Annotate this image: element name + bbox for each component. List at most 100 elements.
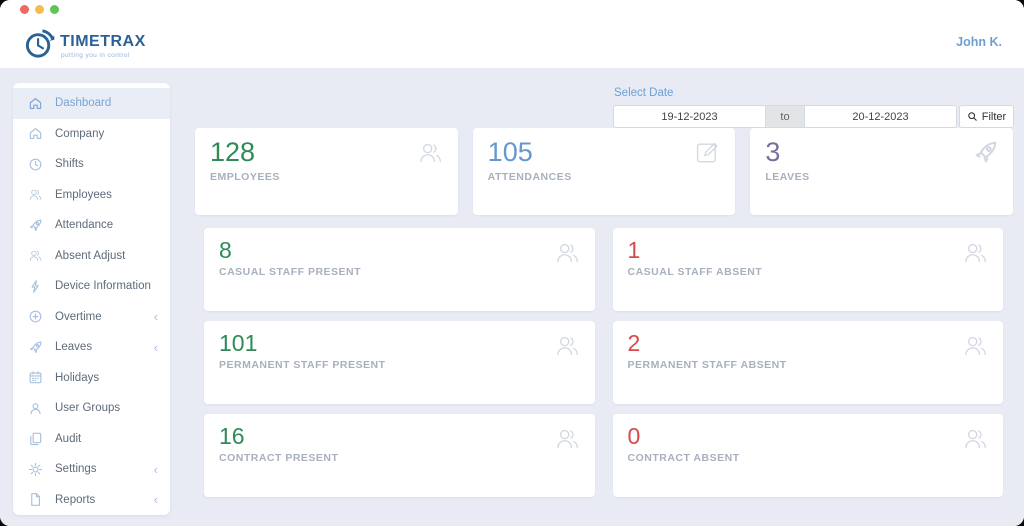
sidebar-item-shifts[interactable]: Shifts bbox=[13, 149, 170, 180]
sidebar-item-company[interactable]: Company bbox=[13, 119, 170, 150]
plus-circle-icon bbox=[28, 309, 43, 324]
permanent-present-count: 101 bbox=[219, 330, 258, 356]
sidebar-item-audit[interactable]: Audit bbox=[13, 424, 170, 455]
sidebar-item-overtime[interactable]: Overtime ‹ bbox=[13, 302, 170, 333]
employees-count: 128 bbox=[210, 137, 256, 167]
sidebar-item-settings[interactable]: Settings ‹ bbox=[13, 454, 170, 485]
sidebar-item-label: Dashboard bbox=[55, 97, 112, 110]
users-icon bbox=[417, 139, 444, 166]
users-icon bbox=[554, 239, 581, 266]
timetrax-logo: TIMETRAX putting you in control bbox=[23, 25, 146, 60]
leaves-count: 3 bbox=[765, 137, 781, 167]
chevron-left-icon: ‹ bbox=[153, 492, 158, 508]
sidebar-item-label: Employees bbox=[55, 188, 112, 201]
casual-staff-absent-card: 1 CASUAL STAFF ABSENT bbox=[612, 228, 1003, 311]
date-to-input[interactable] bbox=[805, 105, 957, 128]
card-label: CASUAL STAFF ABSENT bbox=[627, 266, 763, 279]
clock-logo-icon bbox=[25, 29, 55, 58]
date-from-input[interactable] bbox=[613, 105, 765, 128]
users-icon bbox=[962, 425, 989, 452]
sidebar-item-leaves[interactable]: Leaves ‹ bbox=[13, 332, 170, 363]
sidebar-item-label: Attendance bbox=[55, 219, 114, 232]
main-content: Dashboard Company Shifts Employees Atten… bbox=[0, 68, 1024, 526]
card-label: LEAVES bbox=[765, 171, 810, 184]
search-icon bbox=[967, 111, 978, 122]
sidebar-item-label: Leaves bbox=[55, 341, 93, 354]
sidebar-item-label: User Groups bbox=[55, 402, 121, 415]
users-icon bbox=[554, 332, 581, 359]
sidebar-item-reports[interactable]: Reports ‹ bbox=[13, 485, 170, 516]
sidebar-item-label: Device Information bbox=[55, 280, 151, 293]
card-label: PERMANENT STAFF ABSENT bbox=[627, 359, 787, 372]
filter-button[interactable]: Filter bbox=[959, 105, 1014, 128]
users-icon bbox=[554, 425, 581, 452]
bolt-icon bbox=[28, 279, 43, 294]
chevron-left-icon: ‹ bbox=[153, 309, 158, 325]
users-icon bbox=[28, 248, 43, 263]
window-minimize-button[interactable] bbox=[35, 5, 44, 14]
sidebar-nav: Dashboard Company Shifts Employees Atten… bbox=[13, 83, 170, 515]
filter-button-label: Filter bbox=[981, 110, 1007, 123]
card-label: EMPLOYEES bbox=[210, 171, 280, 184]
contract-absent-card: 0 CONTRACT ABSENT bbox=[612, 414, 1003, 497]
window-zoom-button[interactable] bbox=[50, 5, 59, 14]
sidebar-item-label: Absent Adjust bbox=[55, 249, 126, 262]
rocket-icon bbox=[28, 340, 43, 355]
sidebar-item-label: Settings bbox=[55, 463, 97, 476]
card-label: PERMANENT STAFF PRESENT bbox=[219, 359, 386, 372]
sidebar-item-label: Company bbox=[55, 127, 105, 140]
contract-present-card: 16 CONTRACT PRESENT bbox=[204, 414, 595, 497]
window-close-button[interactable] bbox=[20, 5, 29, 14]
users-icon bbox=[28, 187, 43, 202]
sidebar-item-attendance[interactable]: Attendance bbox=[13, 210, 170, 241]
sidebar-item-dashboard[interactable]: Dashboard bbox=[13, 88, 170, 119]
calendar-icon bbox=[28, 370, 43, 385]
card-label: ATTENDANCES bbox=[487, 171, 572, 184]
staff-cards-grid: 8 CASUAL STAFF PRESENT 1 CASUAL STAFF AB… bbox=[204, 228, 1003, 497]
app-header: TIMETRAX putting you in control John K. bbox=[0, 18, 1024, 68]
users-icon bbox=[962, 332, 989, 359]
user-menu[interactable]: John K. bbox=[956, 35, 1002, 49]
permanent-absent-count: 2 bbox=[627, 330, 641, 356]
sidebar-item-device-information[interactable]: Device Information bbox=[13, 271, 170, 302]
gear-icon bbox=[28, 462, 43, 477]
home-icon bbox=[28, 96, 43, 111]
attendances-count: 105 bbox=[487, 137, 533, 167]
chevron-left-icon: ‹ bbox=[153, 339, 158, 355]
permanent-staff-absent-card: 2 PERMANENT STAFF ABSENT bbox=[612, 321, 1003, 404]
brand-name: TIMETRAX bbox=[60, 33, 146, 50]
permanent-staff-present-card: 101 PERMANENT STAFF PRESENT bbox=[204, 321, 595, 404]
window-titlebar bbox=[0, 0, 1024, 18]
leaves-card: 3 LEAVES bbox=[750, 128, 1014, 215]
sidebar-item-label: Overtime bbox=[55, 310, 102, 323]
select-date-label: Select Date bbox=[614, 87, 674, 99]
date-filter-group: to Filter bbox=[613, 105, 1014, 128]
brand-tagline: putting you in control bbox=[61, 52, 130, 59]
contract-present-count: 16 bbox=[219, 423, 245, 449]
card-label: CONTRACT PRESENT bbox=[219, 452, 339, 465]
sidebar-item-label: Holidays bbox=[55, 371, 100, 384]
sidebar-item-user-groups[interactable]: User Groups bbox=[13, 393, 170, 424]
clock-icon bbox=[28, 157, 43, 172]
sidebar-item-holidays[interactable]: Holidays bbox=[13, 363, 170, 394]
card-label: CASUAL STAFF PRESENT bbox=[219, 266, 362, 279]
sidebar-item-label: Shifts bbox=[55, 158, 84, 171]
users-icon bbox=[962, 239, 989, 266]
date-range-separator: to bbox=[765, 105, 805, 128]
sidebar-item-employees[interactable]: Employees bbox=[13, 180, 170, 211]
edit-icon bbox=[694, 139, 721, 166]
sidebar-item-absent-adjust[interactable]: Absent Adjust bbox=[13, 241, 170, 272]
chevron-left-icon: ‹ bbox=[153, 461, 158, 477]
file-icon bbox=[28, 492, 43, 507]
casual-staff-present-card: 8 CASUAL STAFF PRESENT bbox=[204, 228, 595, 311]
contract-absent-count: 0 bbox=[627, 423, 641, 449]
attendances-card: 105 ATTENDANCES bbox=[472, 128, 736, 215]
sidebar-item-label: Reports bbox=[55, 493, 96, 506]
sidebar-item-label: Audit bbox=[55, 432, 82, 445]
home-icon bbox=[28, 126, 43, 141]
rocket-icon bbox=[972, 139, 999, 166]
card-label: CONTRACT ABSENT bbox=[627, 452, 740, 465]
user-icon bbox=[28, 401, 43, 416]
summary-cards-row: 128 EMPLOYEES 105 ATTENDANCES 3 LEAVES bbox=[195, 128, 1014, 215]
